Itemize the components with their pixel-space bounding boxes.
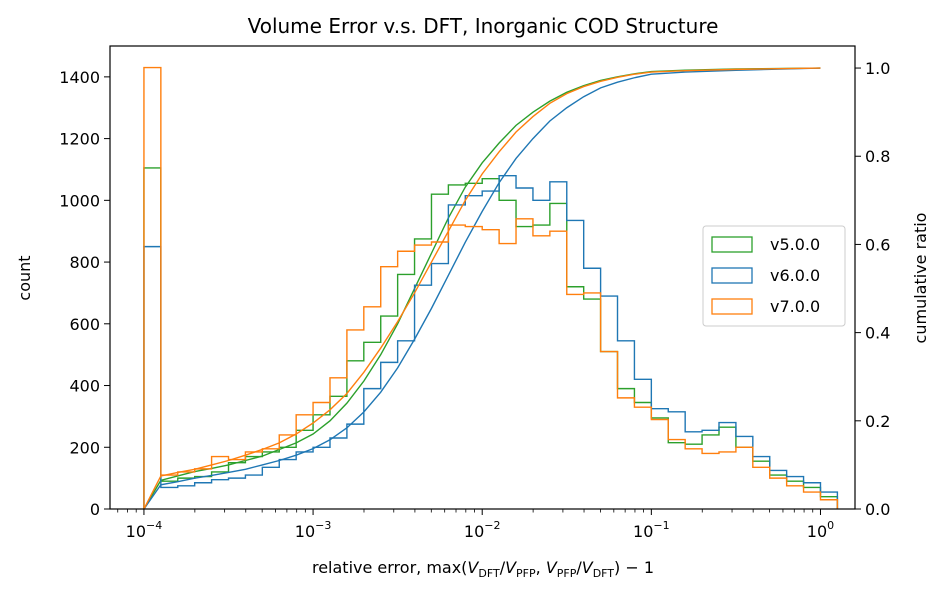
y-axis-right: 0.0 0.2 0.4 0.6 0.8 1.0: [855, 59, 890, 519]
y-tick-label: 600: [69, 315, 100, 334]
y-axis-left: 0 200 400 600 800 1000 1200 1400: [59, 68, 110, 519]
legend-entry-v7: v7.0.0: [711, 297, 820, 316]
y2-axis-title: cumulative ratio: [911, 213, 930, 344]
x-tick-label: 100: [807, 519, 834, 541]
x-axis: 10−4 10−3 10−2 10−1 100: [117, 509, 834, 541]
cumulative-line-v7-0-0: [143, 67, 821, 510]
x-axis-title: relative error, max(VDFT/VPFP, VPFP/VDFT…: [312, 558, 654, 580]
histogram-step-v6-0-0: [143, 174, 839, 509]
x-tick-label: 10−4: [126, 519, 163, 541]
x-tick-label: 10−1: [633, 519, 670, 541]
legend-label-v6: v6.0.0: [770, 266, 820, 285]
y2-tick-label: 0.2: [865, 412, 890, 431]
x-tick-label: 10−3: [295, 519, 332, 541]
legend-swatch-v6: [711, 267, 753, 284]
y2-tick-label: 0.0: [865, 500, 890, 519]
legend-label-v5: v5.0.0: [770, 235, 820, 254]
y-tick-label: 1200: [59, 130, 100, 149]
legend-entry-v5: v5.0.0: [711, 235, 820, 254]
legend-swatch-v5: [711, 236, 753, 253]
y-tick-label: 400: [69, 377, 100, 396]
legend-swatch-v7: [711, 298, 753, 315]
legend-box: [702, 225, 846, 327]
y2-tick-label: 0.8: [865, 147, 890, 166]
histogram-step-v5-0-0: [143, 167, 839, 509]
y2-tick-label: 0.4: [865, 324, 890, 343]
chart-title: Volume Error v.s. DFT, Inorganic COD Str…: [248, 14, 719, 38]
histogram-step-v7-0-0: [143, 66, 839, 509]
y-tick-label: 0: [90, 500, 100, 519]
legend: v5.0.0 v6.0.0 v7.0.0: [702, 225, 846, 327]
legend-label-v7: v7.0.0: [770, 297, 820, 316]
y-tick-label: 1400: [59, 68, 100, 87]
x-tick-label: 10−2: [464, 519, 501, 541]
y2-tick-label: 0.6: [865, 235, 890, 254]
y-tick-label: 800: [69, 253, 100, 272]
y-tick-label: 200: [69, 438, 100, 457]
y2-tick-label: 1.0: [865, 59, 890, 78]
y-axis-title: count: [15, 255, 34, 300]
y-tick-label: 1000: [59, 191, 100, 210]
plot-content: [143, 66, 839, 510]
cumulative-line-v6-0-0: [143, 67, 821, 510]
legend-entry-v6: v6.0.0: [711, 266, 820, 285]
